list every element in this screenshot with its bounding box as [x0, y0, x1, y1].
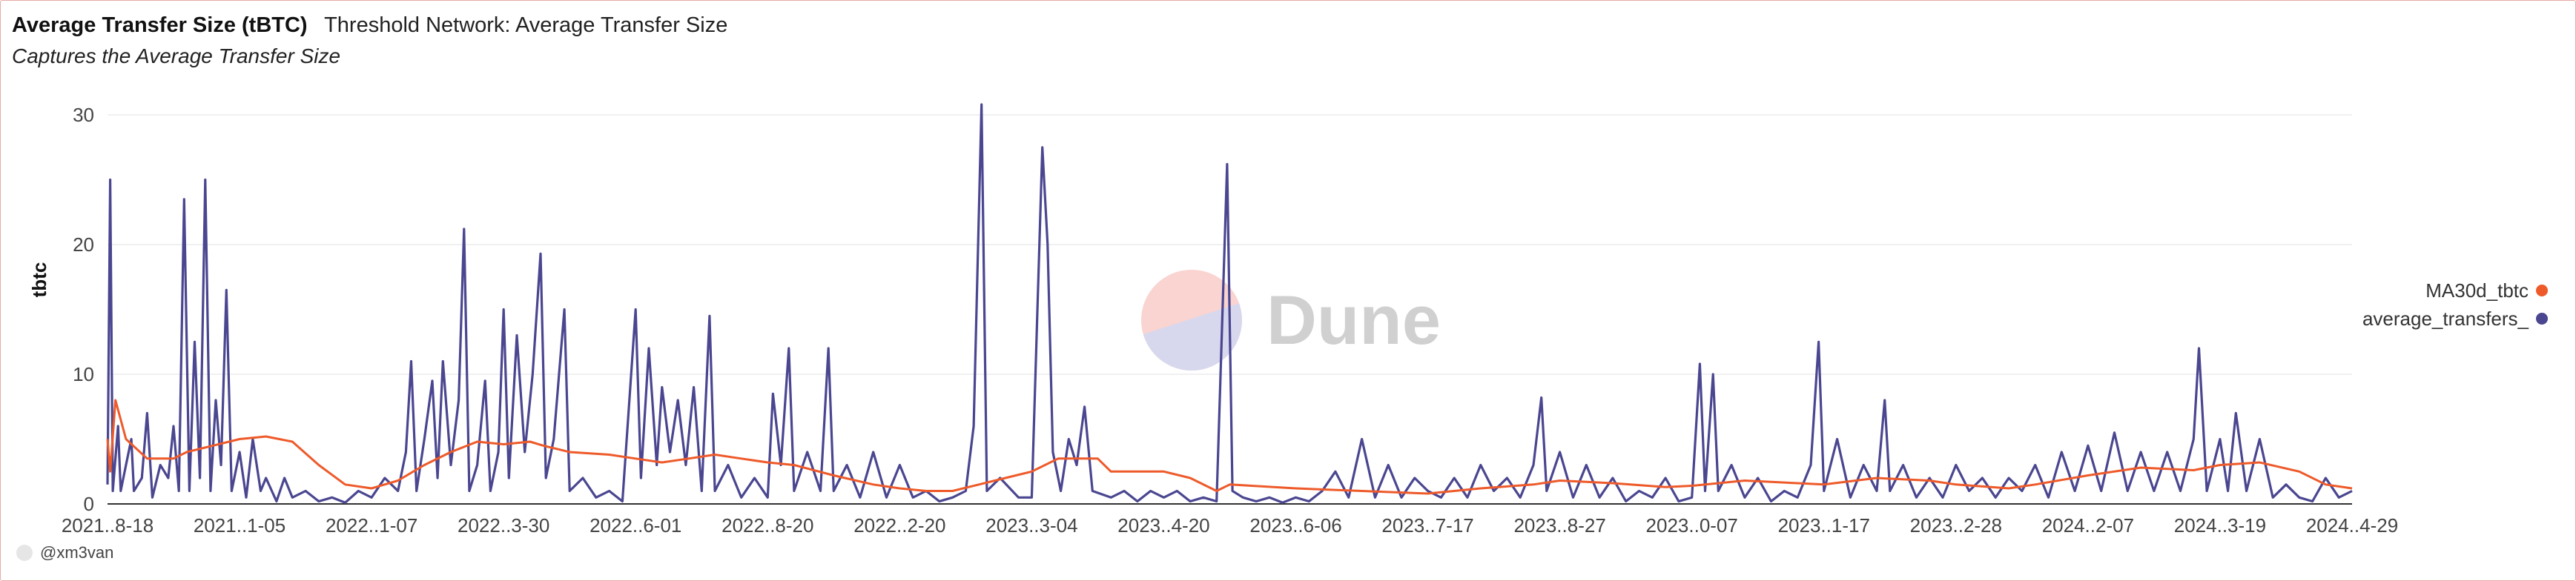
- x-tick-label: 2023..8-27: [1513, 514, 1605, 537]
- watermark-text: Dune: [1266, 281, 1441, 359]
- y-tick-label: 20: [73, 233, 94, 256]
- author-handle: @xm3van: [40, 543, 114, 562]
- chart-title: Average Transfer Size (tBTC): [12, 13, 308, 37]
- x-tick-label: 2021..8-18: [62, 514, 153, 537]
- x-tick-label: 2024..4-29: [2306, 514, 2398, 537]
- legend-label: average_transfers_: [2362, 308, 2529, 330]
- x-tick-label: 2023..3-04: [985, 514, 1077, 537]
- x-tick-label: 2023..4-20: [1117, 514, 1209, 537]
- author-footer[interactable]: @xm3van: [16, 543, 113, 562]
- x-tick-label: 2024..3-19: [2174, 514, 2266, 537]
- x-tick-label: 2023..6-06: [1249, 514, 1341, 537]
- x-tick-label: 2022..1-07: [326, 514, 417, 537]
- x-tick-label: 2023..1-17: [1778, 514, 1870, 537]
- series-line-ma30d: [106, 399, 2353, 495]
- legend-swatch-icon: [2536, 285, 2548, 296]
- legend-swatch-icon: [2536, 313, 2548, 325]
- y-axis-label: tbtc: [28, 262, 50, 298]
- y-tick-label: 10: [73, 363, 94, 385]
- chart-header: Average Transfer Size (tBTC) Threshold N…: [12, 13, 727, 38]
- x-tick-label: 2022..6-01: [589, 514, 681, 537]
- x-tick-label: 2022..2-20: [853, 514, 945, 537]
- x-tick-label: 2021..1-05: [194, 514, 285, 537]
- x-tick-label: 2022..3-30: [458, 514, 549, 537]
- legend-label: MA30d_tbtc: [2425, 279, 2529, 302]
- y-tick-label: 0: [84, 493, 94, 515]
- chart-description: Captures the Average Transfer Size: [12, 44, 341, 67]
- x-tick-label: 2023..0-07: [1646, 514, 1738, 537]
- y-tick-label: 30: [73, 104, 94, 126]
- dune-logo-lower-half: [1141, 302, 1242, 371]
- series-line-average-transfers: [106, 103, 2353, 504]
- x-tick-label: 2024..2-07: [2042, 514, 2134, 537]
- x-tick-label: 2023..7-17: [1381, 514, 1473, 537]
- x-tick-label: 2022..8-20: [721, 514, 813, 537]
- query-name[interactable]: Threshold Network: Average Transfer Size: [324, 13, 728, 37]
- x-tick-label: 2023..2-28: [1910, 514, 2002, 537]
- avatar: [16, 545, 33, 561]
